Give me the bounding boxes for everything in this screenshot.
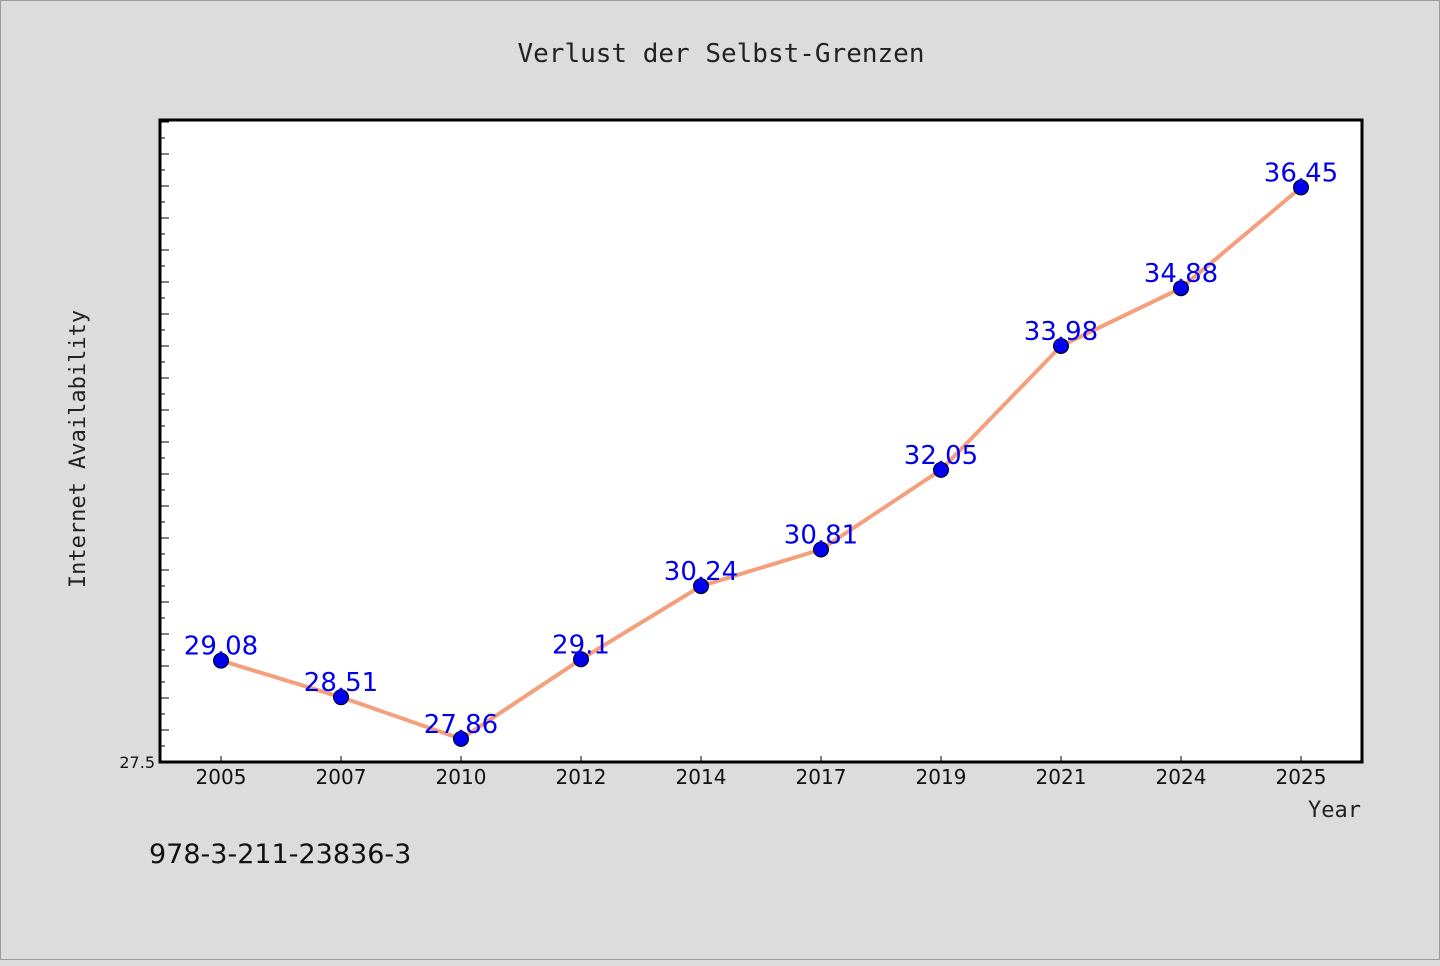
series-line-layer bbox=[219, 185, 1303, 741]
data-point bbox=[1173, 280, 1189, 297]
x-tick-label: 2010 bbox=[436, 765, 487, 789]
data-point bbox=[1053, 337, 1069, 354]
isbn-text: 978-3-211-23836-3 bbox=[149, 839, 411, 870]
plot-area bbox=[158, 118, 1364, 764]
data-label: 28.51 bbox=[304, 668, 378, 698]
data-point bbox=[933, 461, 949, 478]
data-label: 34.88 bbox=[1144, 259, 1218, 289]
x-tick-label: 2019 bbox=[916, 765, 967, 789]
data-label: 29.08 bbox=[184, 632, 258, 662]
data-point bbox=[693, 578, 709, 595]
x-tick-label: 2012 bbox=[556, 765, 607, 789]
data-point bbox=[573, 651, 589, 668]
data-label: 30.24 bbox=[664, 557, 738, 587]
data-label: 27.86 bbox=[424, 710, 498, 740]
data-point bbox=[1293, 179, 1309, 196]
data-label: 36.45 bbox=[1264, 158, 1338, 188]
series-line bbox=[219, 185, 1303, 741]
marker-layer bbox=[213, 179, 1309, 747]
data-label: 29.1 bbox=[552, 630, 610, 660]
x-tick-label: 2007 bbox=[316, 765, 367, 789]
x-tick-label: 2014 bbox=[676, 765, 727, 789]
data-label-layer: 29.08 28.51 27.86 29.1 30.24 30.81 32.05 33.98 3… bbox=[184, 158, 1338, 739]
y-axis-label: Internet Availability bbox=[66, 310, 91, 588]
x-tick-label: 2024 bbox=[1156, 765, 1207, 789]
data-label: 32.05 bbox=[904, 441, 978, 471]
data-point bbox=[453, 730, 469, 747]
data-point bbox=[333, 689, 349, 706]
x-tick-label: 2021 bbox=[1036, 765, 1087, 789]
data-label: 30.81 bbox=[784, 520, 858, 550]
x-tick-label: 2017 bbox=[796, 765, 847, 789]
chart-title: Verlust der Selbst-Grenzen bbox=[518, 39, 925, 69]
x-tick-label: 2025 bbox=[1276, 765, 1327, 789]
data-label: 33.98 bbox=[1024, 317, 1098, 347]
data-point bbox=[813, 541, 829, 558]
data-point bbox=[213, 652, 229, 669]
y-axis-ticks bbox=[160, 121, 169, 763]
x-axis-label: Year bbox=[1308, 798, 1361, 823]
y-tick-label: 27.5 bbox=[119, 753, 155, 772]
x-tick-label: 2005 bbox=[196, 765, 247, 789]
x-axis-ticks: 2005 2007 2010 2012 2014 2017 2019 2021 2024 2025 bbox=[196, 756, 1327, 789]
